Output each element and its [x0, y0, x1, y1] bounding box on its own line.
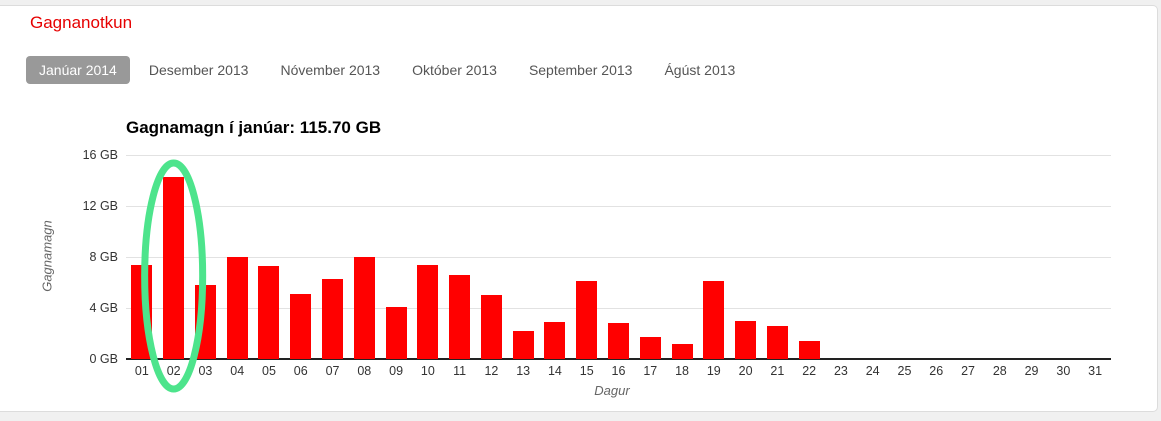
x-tick-label: 07: [325, 364, 340, 378]
bar-day-18[interactable]: [671, 343, 693, 359]
x-axis-line: [126, 358, 1111, 360]
x-tick-label: 26: [929, 364, 944, 378]
y-axis-label: Gagnamagn: [39, 220, 55, 292]
x-tick-label: 19: [706, 364, 721, 378]
x-tick-label: 27: [961, 364, 975, 378]
x-tick-label: 08: [357, 364, 372, 378]
gridline: [126, 308, 1111, 309]
x-tick-label: 01: [134, 364, 149, 378]
bar-day-02[interactable]: [163, 176, 185, 359]
x-tick-label: 05: [262, 364, 276, 378]
y-tick-label: 16 GB: [82, 148, 118, 162]
tab-n-vember-2013[interactable]: Nóvember 2013: [280, 62, 381, 78]
x-tick-label: 14: [547, 364, 562, 378]
bar-day-12[interactable]: [480, 295, 502, 359]
x-tick-label: 09: [389, 364, 404, 378]
x-tick-label: 03: [198, 364, 213, 378]
bar-day-21[interactable]: [766, 325, 788, 359]
bar-day-05[interactable]: [258, 265, 280, 359]
bar-day-11[interactable]: [449, 274, 471, 359]
x-tick-label: 10: [420, 364, 435, 378]
tab--g-st-2013[interactable]: Ágúst 2013: [664, 62, 736, 78]
gridline: [126, 155, 1111, 156]
bar-day-15[interactable]: [576, 281, 598, 359]
x-tick-label: 23: [833, 364, 848, 378]
x-tick-label: 24: [865, 364, 880, 378]
y-tick-label: 0 GB: [89, 352, 119, 366]
x-tick-label: 31: [1088, 364, 1103, 378]
x-tick-label: 15: [579, 364, 594, 378]
bar-day-14[interactable]: [544, 322, 566, 359]
plot-area: 0 GB 4 GB 8 GB 12 GB 16 GB 01 02 03 04 05 06 07 08 09…: [83, 148, 1111, 378]
tab-desember-2013[interactable]: Desember 2013: [148, 62, 249, 78]
x-tick-label: 16: [611, 364, 626, 378]
x-tick-label: 29: [1024, 364, 1039, 378]
x-tick-label: 28: [992, 364, 1007, 378]
x-axis-label: Dagur: [594, 383, 630, 398]
tab-jan-ar-2014[interactable]: Janúar 2014: [26, 56, 130, 84]
x-tick-label: 21: [770, 364, 785, 378]
bar-day-19[interactable]: [703, 281, 725, 359]
chart-title: Gagnamagn í janúar: 115.70 GB: [126, 118, 382, 137]
x-tick-label: 12: [484, 364, 499, 378]
tab-okt-ber-2013[interactable]: Október 2013: [412, 62, 497, 78]
gridline: [126, 257, 1111, 258]
x-tick-label: 30: [1056, 364, 1071, 378]
x-tick-label: 25: [897, 364, 912, 378]
bar-day-03[interactable]: [194, 285, 216, 359]
bar-day-07[interactable]: [322, 278, 344, 359]
bar-day-08[interactable]: [353, 257, 375, 359]
x-tick-label: 02: [166, 364, 181, 378]
bar-day-17[interactable]: [639, 337, 661, 359]
y-tick-label: 12 GB: [82, 199, 118, 213]
bar-day-04[interactable]: [226, 257, 248, 359]
bar-day-09[interactable]: [385, 306, 407, 359]
x-tick-label: 06: [293, 364, 308, 378]
gridline: [126, 206, 1111, 207]
tab-september-2013[interactable]: September 2013: [528, 62, 633, 78]
y-tick-label: 4 GB: [89, 301, 119, 315]
x-tick-label: 18: [675, 364, 689, 378]
month-tabs: Janúar 2014 Desember 2013 Nóvember 2013 Okt…: [26, 56, 748, 84]
bar-day-22[interactable]: [798, 341, 820, 359]
page-title: Gagnanotkun: [30, 13, 133, 32]
bar-day-10[interactable]: [417, 264, 439, 359]
x-tick-label: 17: [643, 364, 658, 378]
x-tick-label: 04: [230, 364, 245, 378]
bar-day-16[interactable]: [608, 323, 629, 359]
x-tick-label: 11: [453, 364, 467, 378]
x-tick-label: 20: [738, 364, 753, 378]
x-tick-label: 22: [802, 364, 817, 378]
bar-day-01[interactable]: [131, 264, 153, 359]
bar-day-13[interactable]: [512, 330, 534, 359]
bar-day-06[interactable]: [290, 293, 312, 359]
bar-day-20[interactable]: [735, 320, 757, 359]
x-tick-label: 13: [516, 364, 531, 378]
y-tick-label: 8 GB: [89, 250, 119, 264]
